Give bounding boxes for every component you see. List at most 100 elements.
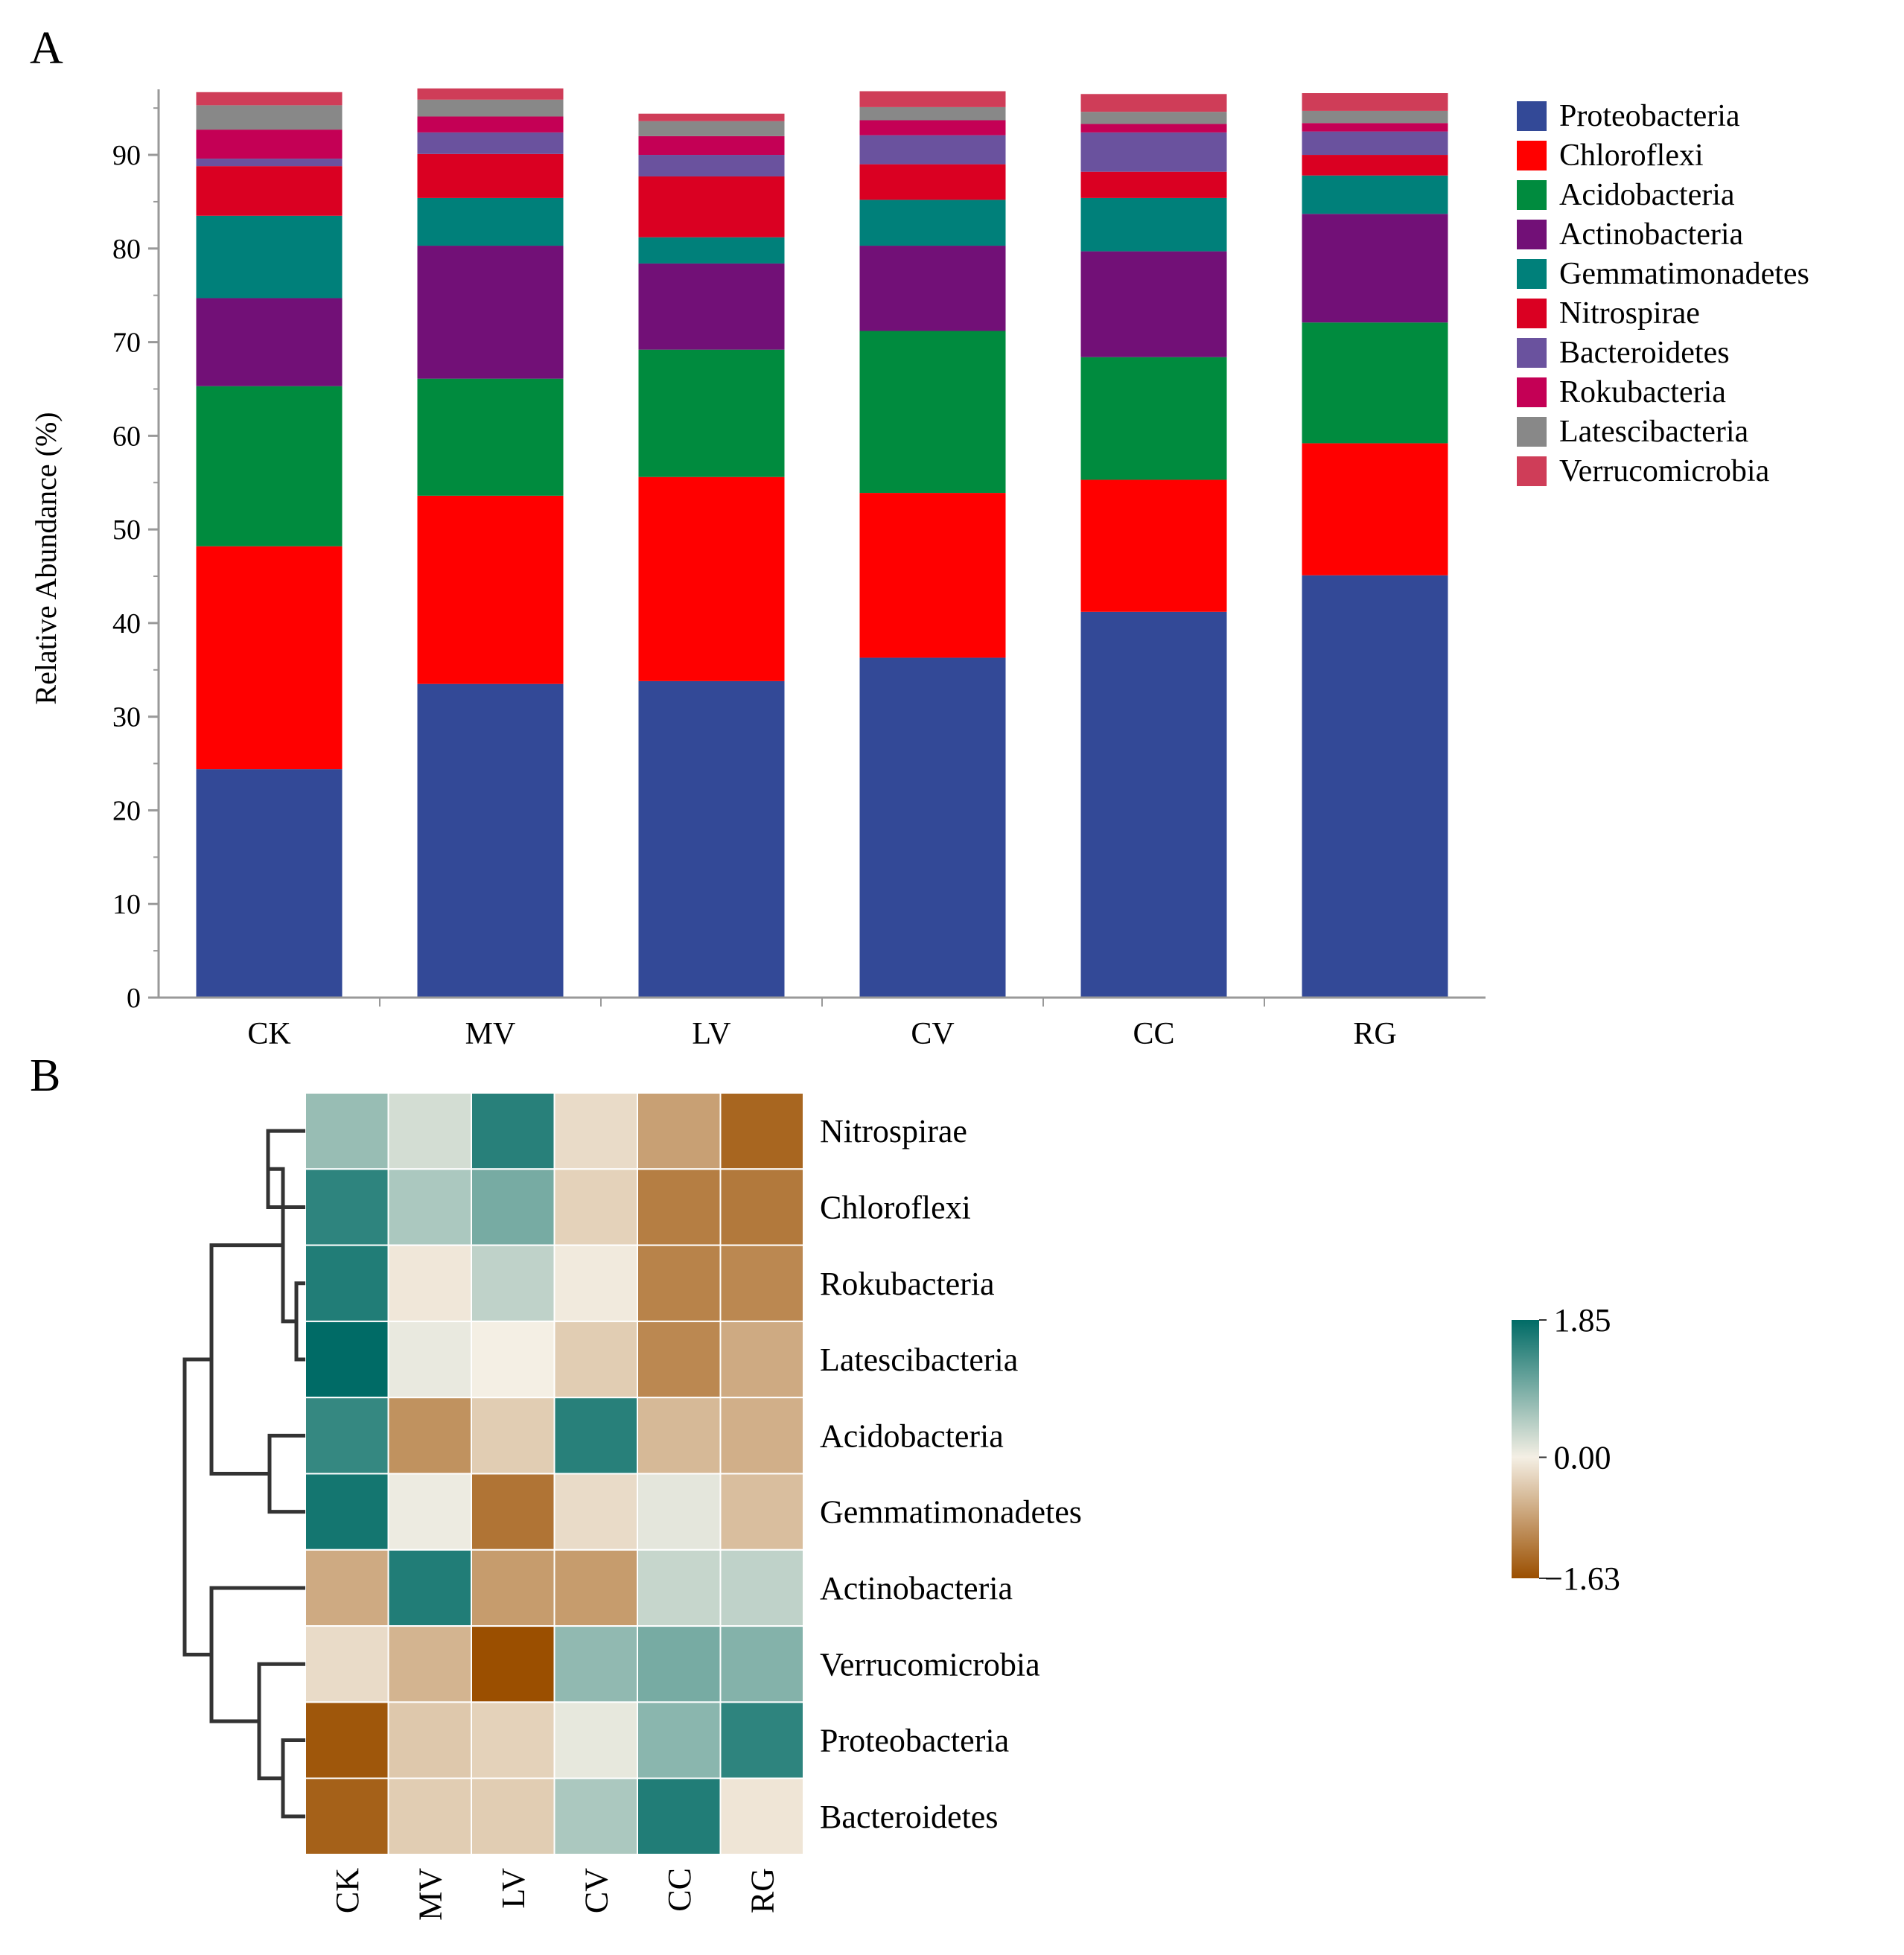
heatmap-column-label: RG (744, 1868, 780, 1913)
heatmap-cell-latescibacteria-ck (305, 1320, 389, 1399)
bar-segment-rg-chloroflexi (1302, 443, 1448, 575)
bar-segment-cc-gemmatimonadetes (1080, 197, 1227, 252)
panel-b-label: B (30, 1050, 60, 1101)
heatmap-cell-actinobacteria-cv (553, 1549, 638, 1627)
heatmap-cell-actinobacteria-ck (305, 1549, 389, 1627)
heatmap-cell-verrucomicrobia-cc (637, 1625, 722, 1703)
heatmap-cell-proteobacteria-mv (387, 1701, 472, 1779)
bar-segment-ck-verrucomicrobia (196, 92, 343, 106)
bar-segment-cv-verrucomicrobia (859, 91, 1006, 107)
bar-segment-cv-chloroflexi (859, 493, 1006, 658)
heatmap-row-label: Gemmatimonadetes (820, 1494, 1082, 1531)
heatmap-cell-acidobacteria-cc (637, 1397, 722, 1475)
heatmap-cell-verrucomicrobia-lv (471, 1625, 555, 1703)
bar-segment-mv-latescibacteria (417, 99, 564, 117)
bar-segment-mv-chloroflexi (417, 495, 564, 684)
heatmap-cell-gemmatimonadetes-mv (387, 1473, 472, 1551)
y-tick-label: 40 (112, 608, 141, 640)
heatmap-cell-nitrospirae-ck (305, 1092, 389, 1170)
heatmap-row-label: Proteobacteria (820, 1723, 1009, 1759)
y-tick-label: 80 (112, 234, 141, 265)
heatmap-column-label: CK (329, 1868, 366, 1913)
legend-swatch (1517, 377, 1547, 407)
bar-segment-mv-bacteroidetes (417, 132, 564, 154)
bar-segment-ck-acidobacteria (196, 386, 343, 546)
heatmap-cell-acidobacteria-mv (387, 1397, 472, 1475)
heatmap-cell-verrucomicrobia-mv (387, 1625, 472, 1703)
bar-segment-rg-gemmatimonadetes (1302, 175, 1448, 214)
heatmap-cell-bacteroidetes-lv (471, 1777, 555, 1855)
heatmap-cell-bacteroidetes-cv (553, 1777, 638, 1855)
bar-segment-lv-proteobacteria (638, 680, 785, 998)
heatmap-cell-chloroflexi-cc (637, 1168, 722, 1246)
legend-swatch (1517, 456, 1547, 486)
heatmap-cell-proteobacteria-lv (471, 1701, 555, 1779)
heatmap-cell-chloroflexi-mv (387, 1168, 472, 1246)
heatmap-cell-gemmatimonadetes-ck (305, 1473, 389, 1551)
heatmap-cell-latescibacteria-cc (637, 1320, 722, 1399)
heatmap-cell-rokubacteria-cc (637, 1244, 722, 1322)
heatmap-cell-bacteroidetes-mv (387, 1777, 472, 1855)
heatmap-row-label: Verrucomicrobia (820, 1646, 1040, 1683)
bar-segment-ck-bacteroidetes (196, 159, 343, 167)
legend-swatch (1517, 417, 1547, 447)
bar-segment-cv-proteobacteria (859, 657, 1006, 998)
bar-segment-mv-gemmatimonadetes (417, 197, 564, 246)
colorbar-label: 0.00 (1554, 1439, 1611, 1476)
bar-segment-cc-acidobacteria (1080, 357, 1227, 480)
bar-segment-ck-nitrospirae (196, 166, 343, 216)
dendrogram-branch (267, 1433, 305, 1514)
heatmap-column-label: CC (661, 1868, 698, 1912)
bar-segment-rg-actinobacteria (1302, 214, 1448, 323)
bar-segment-ck-rokubacteria (196, 130, 343, 159)
legend-swatch (1517, 299, 1547, 328)
y-tick-label: 70 (112, 328, 141, 359)
legend-label: Gemmatimonadetes (1559, 257, 1809, 291)
bar-chart-legend: Proteobacteria Chloroflexi Acidobacteria Ac… (1517, 99, 1809, 488)
heatmap-row-label: Nitrospirae (820, 1113, 967, 1149)
heatmap-cell-chloroflexi-rg (719, 1168, 804, 1246)
bar-segment-cc-bacteroidetes (1080, 132, 1227, 172)
heatmap-cell-verrucomicrobia-cv (553, 1625, 638, 1703)
y-tick-label: 50 (112, 514, 141, 546)
heatmap-colorbar: 1.85 0.00 −1.63 (1512, 1302, 1620, 1597)
bar-segment-lv-actinobacteria (638, 263, 785, 350)
bar-segment-lv-bacteroidetes (638, 155, 785, 176)
bar-segment-mv-acidobacteria (417, 378, 564, 496)
heatmap-cell-actinobacteria-lv (471, 1549, 555, 1627)
heatmap-cell-latescibacteria-rg (719, 1320, 804, 1399)
bar-segment-rg-proteobacteria (1302, 575, 1448, 998)
bar-segment-lv-acidobacteria (638, 349, 785, 477)
heatmap-cell-gemmatimonadetes-lv (471, 1473, 555, 1551)
bar-segment-ck-actinobacteria (196, 298, 343, 386)
legend-swatch (1517, 220, 1547, 249)
legend-label: Proteobacteria (1559, 99, 1740, 133)
bar-segment-cc-chloroflexi (1080, 479, 1227, 612)
heatmap-cell-actinobacteria-cc (637, 1549, 722, 1627)
bar-segment-cv-gemmatimonadetes (859, 200, 1006, 246)
heatmap-cell-proteobacteria-ck (305, 1701, 389, 1779)
heatmap-cell-nitrospirae-cc (637, 1092, 722, 1170)
heatmap-row-label: Actinobacteria (820, 1570, 1013, 1607)
bar-segment-rg-latescibacteria (1302, 110, 1448, 124)
x-tick-label: RG (1353, 1017, 1396, 1051)
bar-segment-cv-actinobacteria (859, 246, 1006, 331)
bar-segment-ck-proteobacteria (196, 769, 343, 998)
legend-label: Actinobacteria (1559, 217, 1744, 252)
bar-segment-mv-verrucomicrobia (417, 88, 564, 100)
heatmap-cell-rokubacteria-cv (553, 1244, 638, 1322)
colorbar-gradient (1512, 1320, 1539, 1578)
legend-swatch (1517, 141, 1547, 170)
bar-segment-mv-proteobacteria (417, 683, 564, 998)
heatmap-row-label: Bacteroidetes (820, 1799, 998, 1835)
bar-segment-cv-acidobacteria (859, 331, 1006, 494)
heatmap-column-label: LV (495, 1868, 532, 1909)
heatmap-cell-rokubacteria-mv (387, 1244, 472, 1322)
bar-segment-rg-nitrospirae (1302, 155, 1448, 176)
heatmap-cell-gemmatimonadetes-rg (719, 1473, 804, 1551)
heatmap-cell-rokubacteria-rg (719, 1244, 804, 1322)
heatmap-column-label: MV (412, 1868, 448, 1921)
legend-label: Chloroflexi (1559, 138, 1704, 173)
bar-segment-cc-actinobacteria (1080, 251, 1227, 357)
